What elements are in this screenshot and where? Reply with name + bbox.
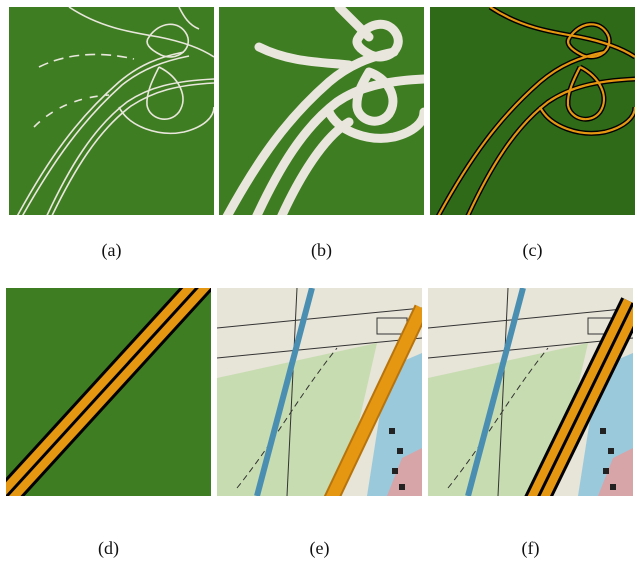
diagonal-road bbox=[6, 288, 211, 496]
orange-roads bbox=[437, 7, 635, 215]
panel-e-image bbox=[217, 288, 422, 496]
map-blue-canal bbox=[465, 288, 526, 496]
panel-d-svg bbox=[6, 288, 211, 496]
panel-f-image bbox=[428, 288, 633, 496]
interchange-ribbons bbox=[222, 7, 424, 215]
terrain bbox=[9, 7, 214, 215]
panel-c-svg bbox=[430, 7, 635, 215]
terrain bbox=[430, 7, 635, 215]
panel-a-svg bbox=[9, 7, 214, 215]
interchange-outlines bbox=[16, 7, 214, 215]
caption-c: (c) bbox=[522, 240, 543, 260]
panel-b-image bbox=[219, 7, 424, 215]
map-blue-canal bbox=[254, 288, 315, 496]
map-green-area bbox=[217, 343, 377, 496]
panel-b-svg bbox=[219, 7, 424, 215]
panel-f-svg bbox=[428, 288, 633, 496]
panel-a-image bbox=[9, 7, 214, 215]
map-pink-area bbox=[598, 448, 633, 496]
caption-b: (b) bbox=[311, 240, 332, 260]
map-pink-area bbox=[387, 448, 422, 496]
map-lines bbox=[428, 288, 633, 496]
map-symbols bbox=[600, 428, 616, 490]
panel-c-image bbox=[430, 7, 635, 215]
caption-f: (f) bbox=[521, 538, 540, 558]
outlined-road-overlay bbox=[524, 297, 633, 496]
panel-e-svg bbox=[217, 288, 422, 496]
caption-a: (a) bbox=[101, 240, 122, 260]
caption-e: (e) bbox=[309, 538, 330, 558]
map-symbols bbox=[389, 428, 405, 490]
orange-road-overlay bbox=[323, 304, 422, 496]
panel-d-image bbox=[6, 288, 211, 496]
caption-d: (d) bbox=[98, 538, 119, 558]
